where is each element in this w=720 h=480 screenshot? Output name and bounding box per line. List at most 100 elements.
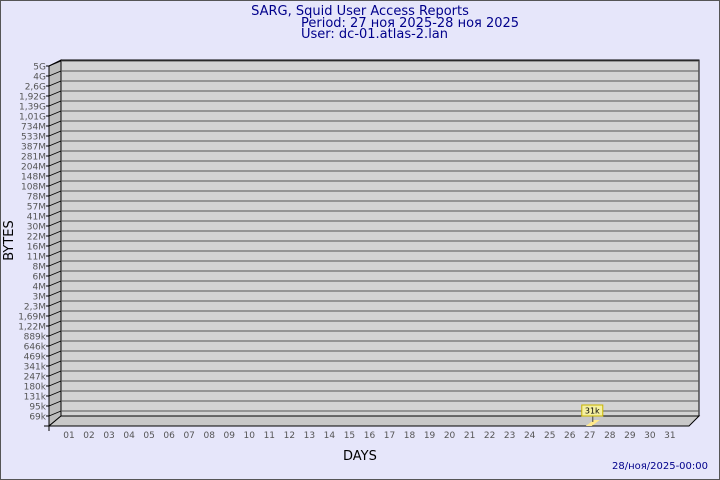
y-tick-label: 6M bbox=[33, 273, 47, 283]
y-tick-label: 281M bbox=[21, 153, 46, 163]
x-tick-label: 25 bbox=[544, 431, 555, 441]
y-tick-label: 148M bbox=[21, 173, 46, 183]
x-tick-label: 03 bbox=[103, 431, 114, 441]
x-tick-label: 04 bbox=[123, 431, 135, 441]
y-tick-label: 646k bbox=[24, 343, 47, 353]
x-tick-label: 11 bbox=[264, 431, 275, 441]
y-tick-label: 5G bbox=[33, 63, 46, 73]
y-tick-label: 1,92G bbox=[19, 93, 46, 103]
x-tick-label: 16 bbox=[364, 431, 376, 441]
grid-diagonal bbox=[48, 350, 62, 357]
y-tick-label: 469k bbox=[24, 353, 47, 363]
y-tick-label: 1,01G bbox=[19, 113, 46, 123]
grid-diagonal bbox=[48, 60, 62, 67]
chart-user: User: dc-01.atlas-2.lan bbox=[301, 27, 449, 42]
x-tick-label: 12 bbox=[284, 431, 295, 441]
x-tick-label: 24 bbox=[524, 431, 536, 441]
y-axis-label: BYTES bbox=[1, 220, 17, 261]
grid-diagonal bbox=[48, 410, 62, 417]
y-tick-label: 341k bbox=[24, 363, 47, 373]
grid-diagonal bbox=[48, 300, 62, 307]
grid-diagonal bbox=[48, 400, 62, 407]
y-tick-label: 1,39G bbox=[19, 103, 46, 113]
y-tick-label: 2,3M bbox=[24, 303, 46, 313]
y-tick-label: 3M bbox=[33, 293, 47, 303]
grid-diagonal bbox=[48, 90, 62, 97]
grid-diagonal bbox=[48, 340, 62, 347]
x-tick-label: 30 bbox=[644, 431, 656, 441]
grid-diagonal bbox=[48, 160, 62, 167]
x-tick-label: 26 bbox=[564, 431, 576, 441]
y-tick-label: 16M bbox=[27, 243, 46, 253]
grid-diagonal bbox=[48, 110, 62, 117]
x-axis-label: DAYS bbox=[343, 449, 377, 464]
y-tick-label: 387M bbox=[21, 143, 46, 153]
x-tick-label: 10 bbox=[244, 431, 256, 441]
x-tick-label: 20 bbox=[444, 431, 456, 441]
y-tick-label: 2,6G bbox=[25, 83, 46, 93]
grid-diagonal bbox=[48, 210, 62, 217]
y-tick-label: 41M bbox=[27, 213, 46, 223]
bar-data-label: 31k bbox=[585, 407, 600, 416]
x-tick-label: 29 bbox=[624, 431, 636, 441]
x-tick-label: 23 bbox=[504, 431, 515, 441]
x-tick-label: 15 bbox=[344, 431, 355, 441]
grid-diagonal bbox=[48, 270, 62, 277]
grid-diagonal bbox=[48, 290, 62, 297]
grid-diagonal bbox=[48, 360, 62, 367]
x-tick-label: 17 bbox=[384, 431, 395, 441]
y-tick-label: 533M bbox=[21, 133, 46, 143]
y-tick-label: 95k bbox=[29, 403, 46, 413]
y-tick-label: 1,22M bbox=[18, 323, 46, 333]
x-tick-label: 22 bbox=[484, 431, 495, 441]
y-tick-label: 57M bbox=[27, 203, 46, 213]
y-tick-label: 30M bbox=[27, 223, 46, 233]
x-tick-label: 01 bbox=[63, 431, 74, 441]
grid-diagonal bbox=[48, 250, 62, 257]
y-tick-label: 11M bbox=[27, 253, 46, 263]
grid-diagonal bbox=[48, 100, 62, 107]
y-tick-label: 22M bbox=[27, 233, 46, 243]
y-tick-label: 1,69M bbox=[18, 313, 46, 323]
x-tick-label: 28 bbox=[604, 431, 616, 441]
grid-diagonal bbox=[48, 260, 62, 267]
y-tick-label: 204M bbox=[21, 163, 46, 173]
x-tick-label: 19 bbox=[424, 431, 436, 441]
grid-diagonal bbox=[48, 390, 62, 397]
grid-diagonal bbox=[48, 140, 62, 147]
grid-diagonal bbox=[48, 370, 62, 377]
x-tick-label: 05 bbox=[143, 431, 154, 441]
bar-day-27 bbox=[585, 420, 600, 426]
x-tick-label: 09 bbox=[224, 431, 236, 441]
grid-diagonal bbox=[48, 220, 62, 227]
x-tick-label: 07 bbox=[183, 431, 194, 441]
grid-diagonal bbox=[48, 380, 62, 387]
grid-diagonal bbox=[48, 70, 62, 77]
y-tick-label: 4G bbox=[33, 73, 46, 83]
y-tick-label: 78M bbox=[27, 193, 46, 203]
plot-floor bbox=[47, 415, 701, 427]
grid-diagonal bbox=[48, 320, 62, 327]
grid-diagonal bbox=[48, 80, 62, 87]
x-tick-label: 18 bbox=[404, 431, 416, 441]
y-tick-label: 889k bbox=[24, 333, 47, 343]
y-tick-label: 180k bbox=[24, 383, 47, 393]
x-tick-label: 21 bbox=[464, 431, 475, 441]
y-tick-label: 734M bbox=[21, 123, 46, 133]
y-tick-label: 247k bbox=[24, 373, 47, 383]
grid-diagonal bbox=[48, 120, 62, 127]
x-tick-label: 08 bbox=[203, 431, 215, 441]
footer-timestamp: 28/ноя/2025-00:00 bbox=[611, 461, 708, 472]
y-tick-label: 131k bbox=[24, 393, 47, 403]
grid-diagonal bbox=[48, 170, 62, 177]
y-tick-label: 69k bbox=[29, 413, 46, 423]
chart-period: Period: 27 ноя 2025-28 ноя 2025 bbox=[301, 16, 520, 31]
grid-diagonal bbox=[48, 130, 62, 137]
x-tick-label: 02 bbox=[83, 431, 94, 441]
grid-diagonal bbox=[48, 230, 62, 237]
grid-diagonal bbox=[48, 240, 62, 247]
bar-label-box bbox=[581, 404, 604, 417]
grid-diagonal bbox=[48, 200, 62, 207]
